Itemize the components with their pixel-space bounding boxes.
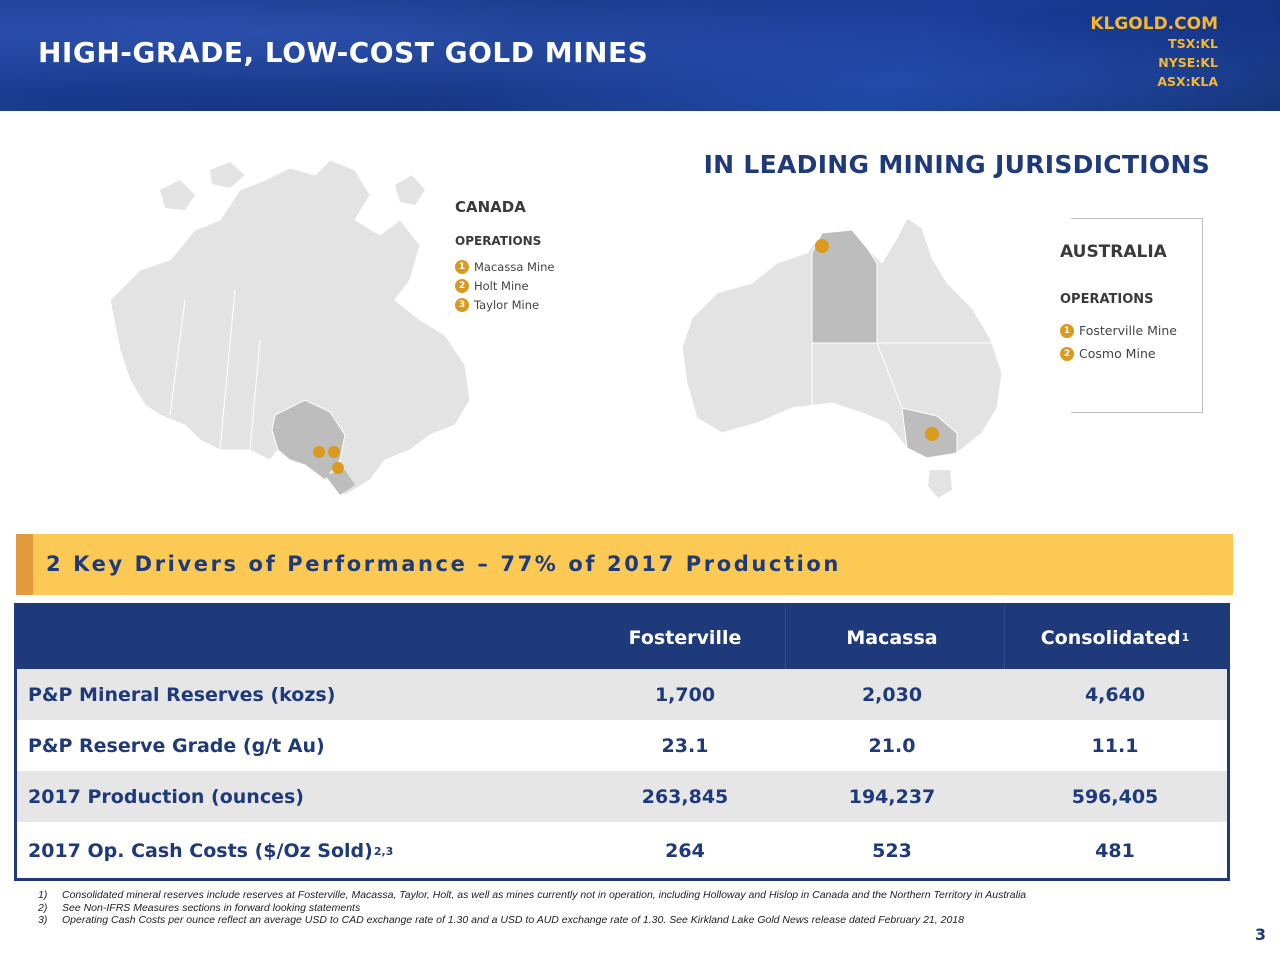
cell-macassa: 194,237 <box>848 785 936 808</box>
footnote-text: See Non-IFRS Measures sections in forwar… <box>62 901 361 914</box>
header-divider <box>1004 606 1005 669</box>
website-link[interactable]: KLGOLD.COM <box>1090 14 1218 34</box>
australia-map <box>681 217 1003 498</box>
row-label-text: 2017 Op. Cash Costs ($/Oz Sold) <box>28 840 373 862</box>
row-label-text: 2017 Production (ounces) <box>28 785 304 808</box>
column-header-consolidated: Consolidated 1 <box>1004 606 1226 669</box>
column-header-macassa: Macassa <box>846 626 938 649</box>
table-row: P&P Reserve Grade (g/t Au) 23.1 21.0 11.… <box>17 720 1227 771</box>
cell-fosterville: 1,700 <box>654 683 716 706</box>
mine-name: Macassa Mine <box>474 260 555 274</box>
footnote-ref: 2,3 <box>373 844 394 858</box>
cell-consolidated: 4,640 <box>1084 683 1146 706</box>
australia-legend-frame <box>1071 218 1203 413</box>
marker-1-icon: 1 <box>1060 323 1074 338</box>
jurisdictions-title: IN LEADING MINING JURISDICTIONS <box>703 150 1210 179</box>
drivers-accent <box>16 534 33 595</box>
ticker-tsx: TSX:KL <box>1168 36 1218 51</box>
footnote-number: 1) <box>38 889 48 901</box>
consolidated-label: Consolidated <box>1040 626 1181 649</box>
drivers-heading: 2 Key Drivers of Performance – 77% of 20… <box>46 552 841 576</box>
footnote-item: 3) Operating Cash Costs per ounce reflec… <box>38 914 1238 927</box>
canada-map <box>109 159 471 496</box>
marker-1-icon: 1 <box>455 260 469 274</box>
marker-3-icon: 3 <box>455 298 469 312</box>
cell-fosterville: 23.1 <box>661 734 709 757</box>
header-banner: HIGH-GRADE, LOW-COST GOLD MINES KLGOLD.C… <box>0 0 1280 111</box>
page-title: HIGH-GRADE, LOW-COST GOLD MINES <box>38 36 649 69</box>
cell-consolidated: 481 <box>1095 840 1135 862</box>
mine-name: Holt Mine <box>474 279 529 293</box>
drivers-banner: 2 Key Drivers of Performance – 77% of 20… <box>16 534 1233 595</box>
cell-macassa: 21.0 <box>868 734 916 757</box>
marker-2-icon: 2 <box>455 279 469 293</box>
canada-marker-1 <box>332 462 344 474</box>
australia-marker-2 <box>815 239 829 253</box>
ticker-nyse: NYSE:KL <box>1158 55 1218 70</box>
cell-fosterville: 264 <box>665 840 705 862</box>
row-label: P&P Reserve Grade (g/t Au) <box>28 720 325 771</box>
ticker-block: KLGOLD.COM TSX:KL NYSE:KL ASX:KLA <box>1090 14 1218 91</box>
footnote-number: 3) <box>38 914 48 926</box>
canada-label: CANADA <box>455 198 526 216</box>
cell-macassa: 2,030 <box>861 683 923 706</box>
mine-name: Fosterville Mine <box>1079 323 1177 338</box>
canada-operations-label: OPERATIONS <box>455 234 542 248</box>
cell-consolidated: 596,405 <box>1071 785 1159 808</box>
table-row: 2017 Op. Cash Costs ($/Oz Sold) 2,3 264 5… <box>17 824 1227 878</box>
mine-name: Taylor Mine <box>474 298 540 312</box>
row-label: 2017 Op. Cash Costs ($/Oz Sold) 2,3 <box>28 824 393 878</box>
australia-label: AUSTRALIA <box>1060 242 1167 262</box>
page-number: 3 <box>1254 925 1266 944</box>
cell-macassa: 523 <box>872 840 912 862</box>
canada-marker-3 <box>313 446 325 458</box>
footnotes: 1) Consolidated mineral reserves include… <box>38 889 1238 927</box>
mine-name: Cosmo Mine <box>1079 346 1156 361</box>
footnote-item: 1) Consolidated mineral reserves include… <box>38 889 1238 902</box>
cell-consolidated: 11.1 <box>1091 734 1139 757</box>
canada-mine-item: 1 Macassa Mine <box>455 260 555 274</box>
canada-mine-item: 3 Taylor Mine <box>455 298 555 312</box>
footnote-text: Operating Cash Costs per ounce reflect a… <box>62 914 964 926</box>
table-row: P&P Mineral Reserves (kozs) 1,700 2,030 … <box>17 669 1227 720</box>
row-label: 2017 Production (ounces) <box>28 771 304 822</box>
australia-mine-item: 1 Fosterville Mine <box>1060 323 1177 338</box>
row-label-text: P&P Mineral Reserves (kozs) <box>28 683 336 706</box>
table-header: Fosterville Macassa Consolidated 1 <box>17 606 1227 669</box>
footnote-ref: 1 <box>1181 631 1190 644</box>
marker-2-icon: 2 <box>1060 346 1074 361</box>
ticker-asx: ASX:KLA <box>1157 74 1218 89</box>
canada-marker-2 <box>328 446 340 458</box>
cell-fosterville: 263,845 <box>641 785 729 808</box>
header-divider <box>785 606 786 669</box>
australia-mine-item: 2 Cosmo Mine <box>1060 346 1177 361</box>
canada-mine-item: 2 Holt Mine <box>455 279 555 293</box>
footnote-item: 2) See Non-IFRS Measures sections in for… <box>38 902 1238 915</box>
performance-table: Fosterville Macassa Consolidated 1 P&P Mi… <box>14 603 1230 881</box>
table-row: 2017 Production (ounces) 263,845 194,237… <box>17 771 1227 822</box>
footnote-number: 2) <box>38 901 48 914</box>
canada-legend: CANADA OPERATIONS 1 Macassa Mine 2 Holt … <box>455 198 555 312</box>
australia-operations-label: OPERATIONS <box>1060 292 1154 307</box>
footnote-text: Consolidated mineral reserves include re… <box>62 889 1027 901</box>
column-header-fosterville: Fosterville <box>628 626 742 649</box>
row-label: P&P Mineral Reserves (kozs) <box>28 669 335 720</box>
row-label-text: P&P Reserve Grade (g/t Au) <box>28 734 325 757</box>
australia-marker-1 <box>925 427 939 441</box>
australia-legend: AUSTRALIA OPERATIONS 1 Fosterville Mine … <box>1060 242 1177 361</box>
